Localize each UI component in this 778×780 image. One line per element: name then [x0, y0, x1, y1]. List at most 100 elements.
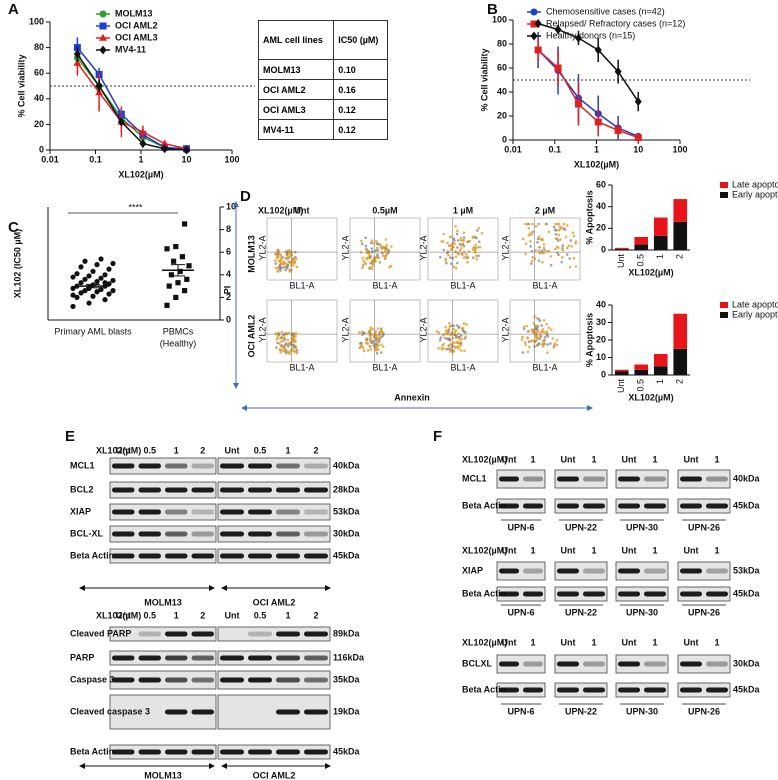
- blot-band: [165, 531, 188, 537]
- blot-band: [706, 503, 728, 509]
- lane-label: 1: [714, 545, 719, 555]
- lane-label: 2: [313, 445, 318, 455]
- flow-dot: [521, 335, 524, 339]
- flow-dot: [567, 244, 571, 247]
- flow-dot: [542, 243, 546, 246]
- blot-band: [499, 591, 519, 597]
- data-point: [86, 300, 92, 306]
- data-point: [139, 139, 147, 149]
- flow-dot: [292, 261, 295, 265]
- flow-dot: [291, 258, 295, 261]
- y-tick-label: 0: [601, 369, 606, 379]
- flow-dot: [560, 260, 563, 264]
- data-point: [161, 144, 169, 154]
- flow-dot: [358, 342, 362, 345]
- flow-dot: [538, 245, 541, 249]
- flow-dot: [361, 264, 365, 267]
- data-point: [186, 263, 192, 269]
- lane-label: Unt: [561, 637, 576, 647]
- flow-column: 2 µM: [535, 205, 555, 215]
- series-line: [537, 49, 639, 139]
- x-tick-label: 0.1: [548, 144, 561, 154]
- protein-label: Beta Actin: [462, 588, 506, 598]
- blot-band: [304, 509, 328, 515]
- flow-dot: [380, 351, 383, 354]
- group-label: UPN-6: [507, 522, 534, 532]
- blot-strip: [109, 503, 217, 521]
- legend-marker: [530, 8, 538, 16]
- flow-dot: [527, 329, 531, 333]
- protein-label: BCL-XL: [70, 528, 103, 538]
- flow-dot: [452, 265, 456, 268]
- size-label: 116kDa: [333, 652, 365, 662]
- blot-band: [644, 687, 666, 693]
- lane-label: 1: [174, 610, 179, 620]
- flow-dot: [550, 328, 553, 332]
- data-point: [534, 46, 542, 54]
- flow-dot: [288, 270, 292, 273]
- flow-dot: [455, 232, 459, 236]
- blot-band: [112, 463, 135, 469]
- blot-band: [165, 487, 188, 493]
- size-label: 28kDa: [333, 484, 361, 494]
- flow-dot: [535, 334, 538, 337]
- y-tick-label: 10: [596, 352, 606, 362]
- data-point: [160, 139, 169, 147]
- lane-label: 1: [285, 610, 290, 620]
- flow-row: MOLM13: [246, 235, 256, 273]
- table-cell: 0.16: [333, 79, 388, 100]
- flow-header: XL102(µM): [258, 205, 303, 215]
- table-cell: MOLM13: [257, 59, 335, 80]
- blot-strip: [677, 654, 731, 674]
- flow-dot: [380, 343, 383, 346]
- blot-band: [165, 553, 188, 559]
- blot-band: [499, 661, 519, 667]
- flow-dot: [557, 222, 561, 226]
- blot-strip: [677, 498, 731, 514]
- flow-dot: [369, 241, 373, 245]
- flow-plot: [427, 217, 499, 281]
- panel-label: A: [8, 1, 19, 18]
- blot-band: [304, 463, 328, 469]
- flow-dot: [448, 322, 451, 325]
- blot-band: [220, 749, 244, 755]
- flow-dot: [546, 343, 549, 346]
- blot-strip: [217, 503, 331, 521]
- protein-label: MCL1: [70, 460, 95, 470]
- data-point: [102, 280, 108, 286]
- data-point: [102, 272, 108, 278]
- blot-strip: [109, 744, 217, 760]
- flow-dot: [274, 262, 278, 265]
- flow-dot: [522, 325, 526, 329]
- flow-dot: [368, 336, 372, 339]
- data-point: [95, 81, 103, 91]
- size-label: 30kDa: [733, 658, 761, 668]
- series-line: [76, 47, 187, 150]
- flow-dot: [545, 322, 548, 326]
- bar-segment: [614, 371, 629, 375]
- flow-dot: [280, 330, 284, 334]
- data-point: [183, 145, 190, 155]
- blot-band: [644, 503, 666, 509]
- blot-band: [276, 531, 300, 537]
- flow-dot: [443, 347, 446, 350]
- flow-dot: [361, 256, 365, 260]
- protein-label: Beta Actin: [462, 500, 506, 510]
- legend-marker: [99, 10, 107, 18]
- flow-dot: [379, 329, 383, 332]
- group-label: MOLM13: [144, 770, 182, 780]
- flow-dot: [529, 245, 532, 248]
- legend-marker: [99, 33, 107, 41]
- data-point: [164, 246, 170, 252]
- data-point: [168, 272, 174, 278]
- lane-label: Unt: [502, 637, 517, 647]
- flow-dot: [474, 248, 477, 252]
- flow-dot: [285, 266, 289, 270]
- data-point: [90, 293, 96, 299]
- y-axis-label: % Cell viability: [16, 54, 26, 117]
- blot-band: [220, 531, 244, 537]
- blot-band: [276, 631, 300, 637]
- flow-dot: [461, 243, 465, 247]
- y-tick-label: 20: [34, 119, 44, 129]
- flow-column: 1 µM: [453, 205, 473, 215]
